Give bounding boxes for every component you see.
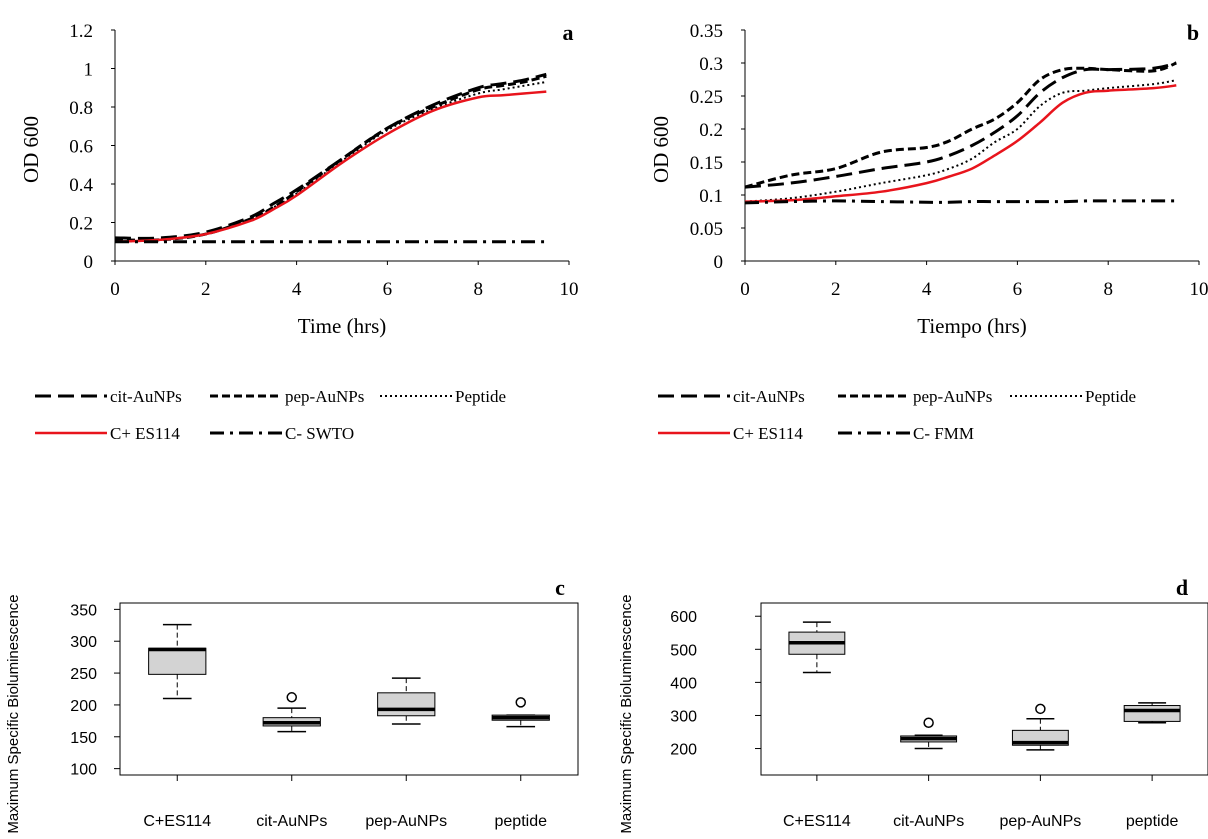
box-cit-AuNPs — [262, 692, 321, 733]
y-tick-label: 400 — [670, 675, 697, 692]
panel-label: a — [563, 20, 574, 45]
x-tick-label: 4 — [292, 279, 302, 300]
box-pep-AuNPs — [377, 677, 436, 725]
line-chart-b: 0 0.05 0.1 0.15 0.2 0.25 0.3 0.35 0 2 4 6 8 10 Tiempo … — [649, 20, 1208, 338]
x-tick-label: 10 — [560, 279, 579, 300]
category-label: peptide — [495, 813, 548, 830]
x-axis-title: Tiempo (hrs) — [917, 314, 1026, 338]
y-axis-title: OD 600 — [649, 116, 673, 183]
legend-label: pep-AuNPs — [913, 387, 992, 406]
category-label: peptide — [1126, 813, 1179, 830]
y-tick-label: 350 — [70, 602, 97, 619]
box-chart-c: 100 150 200 250 300 350 C+ES114 cit-AuNPs pep-Au… — [5, 575, 579, 834]
category-label: C+ES114 — [143, 813, 211, 830]
y-tick-label: 300 — [70, 634, 97, 651]
y-tick-label: 0.35 — [690, 21, 723, 42]
y-tick-label: 100 — [70, 762, 97, 779]
box-C+ES114 — [148, 623, 207, 700]
box-chart-d: 200 300 400 500 600 C+ES114 cit-AuNPs pep-AuNPs… — [618, 575, 1208, 834]
legend-label: C- FMM — [913, 424, 974, 443]
x-tick-label: 8 — [473, 279, 483, 300]
x-tick-label: 2 — [831, 279, 841, 300]
legend-label: C+ ES114 — [733, 424, 803, 443]
legend-label: C+ ES114 — [110, 424, 180, 443]
legend-label: cit-AuNPs — [733, 387, 805, 406]
x-tick-label: 0 — [740, 279, 750, 300]
box-body — [148, 647, 207, 675]
y-tick-label: 0.2 — [69, 214, 93, 235]
y-axis-title: OD 600 — [19, 116, 43, 183]
line-chart-a: 0 0.2 0.4 0.6 0.8 1 1.2 0 2 4 6 8 10 Time (hrs) OD 600… — [19, 20, 579, 338]
box-peptide — [1123, 702, 1181, 724]
series-line — [744, 61, 1177, 189]
category-label: pep-AuNPs — [999, 813, 1081, 830]
y-tick-label: 1.2 — [69, 21, 93, 42]
box-pep-AuNPs — [1011, 703, 1069, 751]
y-tick-label: 0.4 — [69, 175, 93, 196]
x-tick-label: 10 — [1190, 279, 1208, 300]
y-tick-label: 0.2 — [699, 120, 723, 141]
x-tick-label: 4 — [922, 279, 932, 300]
panel-label: c — [555, 575, 565, 600]
series-line — [744, 84, 1177, 203]
series-line — [114, 90, 547, 244]
x-tick-label: 8 — [1103, 279, 1113, 300]
outlier-point — [1035, 703, 1046, 715]
legend-label: cit-AuNPs — [110, 387, 182, 406]
outlier-point — [923, 717, 934, 728]
y-tick-label: 300 — [670, 708, 697, 725]
y-tick-label: 0.15 — [690, 153, 723, 174]
x-tick-label: 2 — [201, 279, 211, 300]
y-tick-label: 600 — [670, 609, 697, 626]
x-tick-label: 6 — [383, 279, 393, 300]
y-axis-title: Maximum Specific Bioluminescence — [618, 594, 635, 833]
panel-label: d — [1176, 575, 1188, 600]
outlier-point — [515, 697, 526, 708]
plot-frame — [760, 602, 1208, 776]
series-line — [114, 72, 547, 240]
legend: cit-AuNPs pep-AuNPs Peptide C+ ES114 C- FMM — [658, 387, 1136, 443]
outlier-point — [286, 692, 297, 703]
y-tick-label: 500 — [670, 642, 697, 659]
y-tick-label: 0 — [84, 252, 94, 273]
legend-label: Peptide — [1085, 387, 1136, 406]
y-axis-title: Maximum Specific Bioluminescence — [5, 594, 22, 833]
legend-label: Peptide — [455, 387, 506, 406]
y-tick-label: 0.1 — [699, 186, 723, 207]
box-body — [377, 692, 436, 717]
legend-label: pep-AuNPs — [285, 387, 364, 406]
y-tick-label: 0.6 — [69, 137, 93, 158]
box-cit-AuNPs — [900, 717, 958, 750]
series-line — [114, 74, 547, 242]
series-line — [114, 81, 547, 243]
y-tick-label: 200 — [670, 742, 697, 759]
y-tick-label: 250 — [70, 666, 97, 683]
series-line — [744, 79, 1177, 203]
y-tick-label: 1 — [84, 60, 94, 81]
box-body — [1123, 705, 1181, 722]
y-tick-label: 0.05 — [690, 219, 723, 240]
legend-label: C- SWTO — [285, 424, 354, 443]
box-peptide — [491, 697, 550, 728]
y-tick-label: 200 — [70, 698, 97, 715]
y-tick-label: 150 — [70, 730, 97, 747]
y-tick-label: 0.25 — [690, 87, 723, 108]
box-C+ES114 — [788, 621, 846, 674]
y-tick-label: 0.3 — [699, 54, 723, 75]
x-tick-label: 6 — [1013, 279, 1023, 300]
plot-frame — [119, 602, 579, 776]
series-line — [744, 199, 1177, 205]
category-label: C+ES114 — [783, 813, 851, 830]
legend: cit-AuNPs pep-AuNPs Peptide C+ ES114 C- SWTO — [35, 387, 506, 443]
y-tick-label: 0.8 — [69, 98, 93, 119]
category-label: pep-AuNPs — [365, 813, 447, 830]
x-tick-label: 0 — [110, 279, 120, 300]
category-label: cit-AuNPs — [256, 813, 327, 830]
series-line — [744, 61, 1177, 189]
y-tick-label: 0 — [714, 252, 724, 273]
x-axis-title: Time (hrs) — [298, 314, 386, 338]
panel-label: b — [1187, 20, 1199, 45]
category-label: cit-AuNPs — [893, 813, 964, 830]
